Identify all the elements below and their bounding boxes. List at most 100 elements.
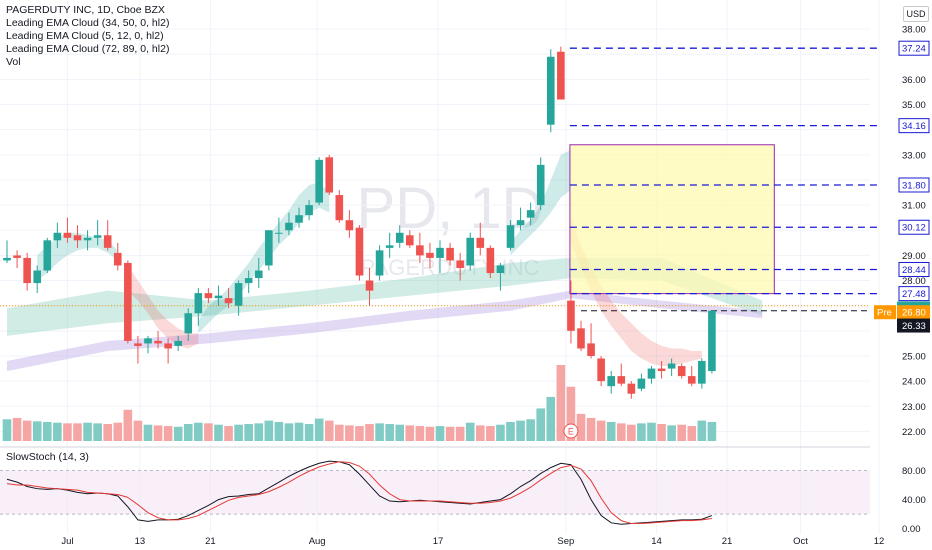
legend-volume[interactable]: Vol	[6, 56, 21, 68]
y-tick-label: 29.00	[902, 251, 926, 262]
x-tick-label: 13	[135, 536, 146, 547]
candle-body	[365, 280, 374, 291]
legend-ema-5-12[interactable]: Leading EMA Cloud (5, 12, 0, hl2)	[6, 30, 164, 42]
candle-body	[446, 247, 454, 261]
candle-body	[53, 232, 62, 241]
volume-bar	[546, 396, 556, 441]
candle-body	[385, 245, 394, 248]
x-tick-label: Sep	[557, 536, 574, 547]
volume-bar	[445, 426, 455, 441]
candle-body	[254, 270, 263, 279]
candle-body	[204, 293, 213, 299]
candle-body	[627, 383, 636, 394]
volume-bar	[12, 417, 22, 441]
volume-bar	[324, 420, 334, 441]
candle-body	[496, 265, 505, 274]
volume-bar	[294, 422, 304, 441]
watermark-symbol: PD, 1D	[357, 176, 544, 241]
volume-bar	[274, 422, 284, 441]
volume-bar	[314, 418, 324, 441]
stoch-line-k	[6, 460, 713, 525]
pre-tag	[874, 305, 896, 320]
candle-body	[416, 245, 424, 256]
volume-bar	[345, 425, 354, 441]
target-zone	[569, 144, 775, 295]
candle-body	[476, 237, 485, 248]
level-tag-label: 30.12	[902, 223, 926, 234]
legend-title[interactable]: PAGERDUTY INC, 1D, Cboe BZX	[6, 4, 165, 16]
volume-bar	[637, 423, 646, 441]
candle-body	[657, 368, 666, 372]
candle-body	[708, 310, 716, 372]
candle-body	[345, 220, 354, 231]
volume-bar	[103, 424, 112, 441]
volume-bar	[465, 422, 475, 441]
candle-body	[486, 247, 495, 274]
volume-bar	[576, 413, 586, 441]
volume-bar	[616, 423, 626, 441]
candle-body	[184, 313, 193, 334]
legend-ema-72-89[interactable]: Leading EMA Cloud (72, 89, 0, hl2)	[6, 43, 170, 55]
candle-body	[23, 257, 31, 284]
volume-bar	[335, 424, 344, 441]
price-tag	[897, 305, 930, 320]
x-tick-label: 21	[722, 536, 733, 547]
short-ema-cloud	[510, 149, 571, 256]
y-tick-label: 25.00	[902, 351, 926, 362]
candle-body	[395, 232, 404, 243]
stoch-pane	[0, 460, 870, 525]
volume-bar	[234, 424, 243, 441]
level-tag-label: 28.44	[902, 265, 926, 276]
stoch-title[interactable]: SlowStoch (14, 3)	[6, 451, 89, 463]
stoch-line-d	[6, 461, 712, 525]
candle-body	[526, 210, 535, 218]
candle-body	[103, 235, 112, 248]
candle-body	[214, 295, 223, 299]
candle-body	[587, 343, 595, 356]
volume-bar	[304, 424, 314, 441]
x-tick-label: Jul	[61, 536, 73, 547]
x-tick-label: Aug	[309, 536, 326, 547]
volume-bar	[22, 420, 32, 441]
level-tag-label: 34.16	[902, 121, 926, 132]
candle-body	[567, 300, 575, 331]
volume-bar	[425, 426, 435, 441]
y-tick-label: 33.00	[902, 150, 926, 161]
volume-bar	[2, 419, 12, 441]
level-tag	[898, 286, 930, 302]
candle-body	[698, 361, 706, 384]
candle-body	[63, 232, 72, 238]
volume-bar	[224, 426, 233, 441]
candle-body	[73, 235, 82, 241]
x-tick-label: Oct	[793, 536, 808, 547]
level-tag	[898, 261, 930, 277]
legend-ema-34-50[interactable]: Leading EMA Cloud (34, 50, 0, hl2)	[6, 17, 170, 29]
volume-bar	[83, 422, 92, 441]
volume-bar	[264, 420, 274, 441]
price-tag-label: 26.33	[902, 321, 926, 332]
candle-body	[607, 376, 615, 387]
volume-bar	[194, 422, 203, 441]
volume-bar	[113, 422, 123, 441]
y-tick-label: 36.00	[902, 75, 926, 86]
candle-body	[234, 283, 243, 306]
volume-bar	[214, 424, 223, 441]
volume-bar	[687, 426, 697, 441]
candle-body	[134, 343, 142, 346]
earnings-marker	[563, 423, 579, 439]
pre-tag-label: Pre	[877, 308, 892, 319]
y-tick-label: 31.00	[902, 201, 926, 212]
price-tag-label: 26.80	[902, 308, 926, 319]
candle-body	[617, 376, 626, 384]
candle-body	[113, 252, 122, 266]
volume-bar	[566, 386, 576, 441]
candle-body	[557, 51, 565, 100]
x-tick-label: 14	[651, 536, 662, 547]
volume-bar	[506, 422, 515, 441]
volume-bar	[143, 424, 153, 441]
candle-body	[426, 252, 434, 258]
candle-body	[466, 237, 475, 266]
currency-button[interactable]: USD	[903, 6, 929, 22]
candle-body	[577, 328, 585, 349]
legend: PAGERDUTY INC, 1D, Cboe BZX Leading EMA …	[6, 4, 169, 69]
